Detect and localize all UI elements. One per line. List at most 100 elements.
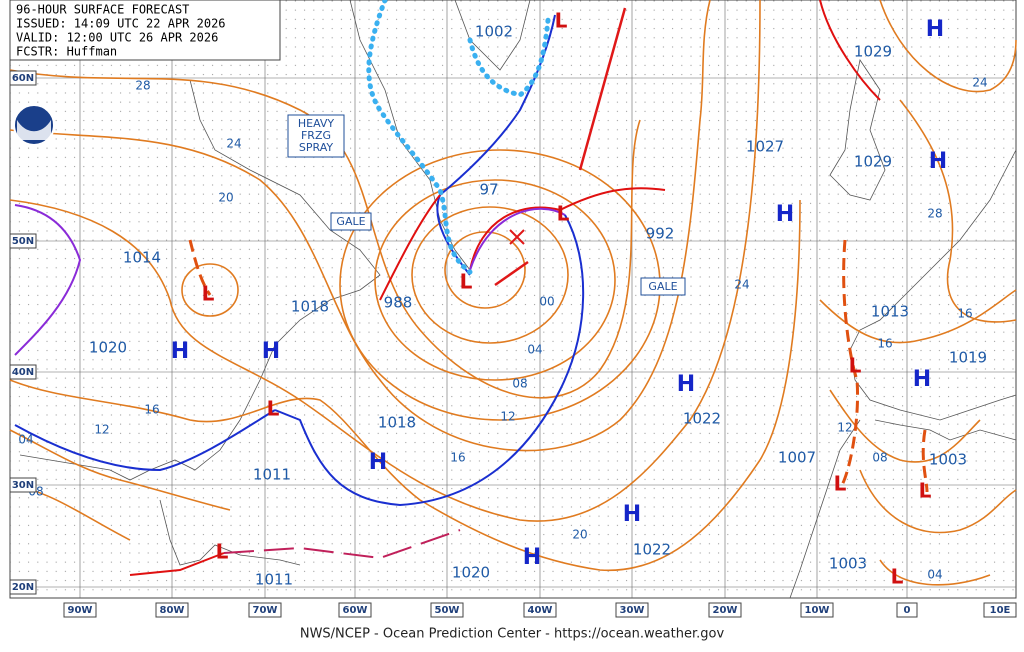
latitude-labels-rect [9, 233, 37, 249]
isobar-label: 08 [872, 451, 887, 465]
ice-edge-path [366, 0, 473, 275]
longitude-labels-rect [63, 602, 97, 618]
footer: NWS/NCEP - Ocean Prediction Center - htt… [300, 627, 725, 642]
low-symbol: L [267, 397, 280, 421]
fronts-path [819, 0, 881, 101]
high-symbol: H [776, 202, 794, 227]
pressure-label: 97 [479, 181, 498, 199]
annotations-rect [330, 212, 372, 231]
low-symbol: L [555, 9, 568, 33]
fronts-path [436, 14, 556, 276]
fronts-path [188, 239, 212, 296]
isobars-path [9, 199, 801, 572]
isobar-label: 20 [572, 528, 587, 542]
fronts-path [469, 187, 666, 271]
low-symbol: L [891, 565, 904, 589]
longitude-labels-rect [983, 602, 1017, 618]
low-symbol: L [460, 270, 473, 294]
noaa-logo [13, 104, 55, 146]
ice-edge [366, 0, 551, 275]
longitude-label: 10W [805, 605, 830, 616]
low-centers: L L L L L L L L L L [202, 9, 932, 589]
isobars-path [879, 0, 1017, 93]
isobar-label: 24 [972, 76, 987, 90]
longitude-label: 10E [990, 605, 1011, 616]
longitude-labels-rect [248, 602, 282, 618]
gale-label: GALE [648, 280, 677, 293]
high-symbol: H [677, 372, 695, 397]
longitude-labels-rect [615, 602, 649, 618]
latitude-labels-rect [9, 364, 37, 380]
pressure-label: 1020 [89, 339, 127, 357]
fronts-path [494, 260, 529, 287]
pressure-label: 1022 [633, 541, 671, 559]
isobars-path [9, 429, 231, 511]
isobars-path [819, 289, 1017, 344]
isobars-path [859, 469, 1017, 534]
low-symbol: L [216, 540, 229, 564]
fronts-path [379, 194, 441, 301]
pressure-label: 1002 [475, 23, 513, 41]
pressure-label: 988 [384, 294, 413, 312]
fronts-path [14, 409, 276, 472]
header-line: ISSUED: 14:09 UTC 22 APR 2026 [16, 17, 226, 31]
high-symbol: H [623, 502, 641, 527]
longitude-labels: 90W 80W 70W 60W 50W 40W 30W 20W 10W 0 10… [63, 602, 1017, 618]
fronts-path [578, 7, 627, 171]
annotations-rect [640, 277, 686, 296]
low-symbol: L [849, 354, 862, 378]
latitude-label: 20N [12, 582, 34, 593]
isobar-label: 00 [539, 295, 554, 309]
coastlines-path [159, 499, 301, 566]
longitude-labels-rect [338, 602, 372, 618]
low-symbol: L [202, 282, 215, 306]
isobars-ellipse [181, 263, 239, 317]
isobars-path [829, 389, 981, 463]
pressure-label: 1018 [378, 414, 416, 432]
pressure-label: 1014 [123, 249, 161, 267]
coastlines-path [19, 79, 381, 481]
pressure-label: 1019 [949, 349, 987, 367]
isobars-path [879, 559, 991, 586]
spray-label: SPRAY [299, 141, 333, 154]
isobar-label: 04 [527, 343, 542, 357]
map-background [9, 0, 1017, 599]
isobars [9, 0, 1017, 586]
longitude-labels-rect [800, 602, 834, 618]
high-symbol: H [913, 367, 931, 392]
pressure-label: 1013 [871, 303, 909, 321]
isobars-path [9, 0, 711, 452]
isobar-label: 16 [877, 337, 892, 351]
latitude-label: 60N [12, 73, 34, 84]
spray-label: FRZG [301, 129, 331, 142]
isobars-ellipse [444, 231, 526, 309]
low-symbol: L [919, 479, 932, 503]
annotations-rect [287, 114, 345, 158]
longitude-label: 80W [160, 605, 185, 616]
header-box-rect [9, 0, 281, 61]
fronts-path [469, 207, 566, 271]
isobar-label: 16 [450, 451, 465, 465]
longitude-label: 60W [343, 605, 368, 616]
coastlines-path [874, 419, 1017, 441]
high-symbol: H [926, 17, 944, 42]
low-symbol: L [557, 202, 570, 226]
latitude-labels-rect [9, 70, 37, 86]
high-symbol: H [369, 450, 387, 475]
pressure-label: 992 [646, 225, 675, 243]
fronts-path [274, 214, 585, 507]
longitude-labels-rect [896, 602, 918, 618]
isobar-label: 12 [500, 410, 515, 424]
pressure-label: 1018 [291, 298, 329, 316]
isobar-label: 16 [957, 307, 972, 321]
latitude-labels-rect [9, 477, 37, 493]
longitude-label: 20W [713, 605, 738, 616]
fronts-path [509, 229, 525, 245]
noaa-logo-path [17, 120, 51, 140]
gale-label: GALE [336, 215, 365, 228]
pressure-label: 1029 [854, 43, 892, 61]
spray-label: HEAVY [298, 117, 335, 130]
high-symbol: H [262, 339, 280, 364]
longitude-label: 40W [528, 605, 553, 616]
